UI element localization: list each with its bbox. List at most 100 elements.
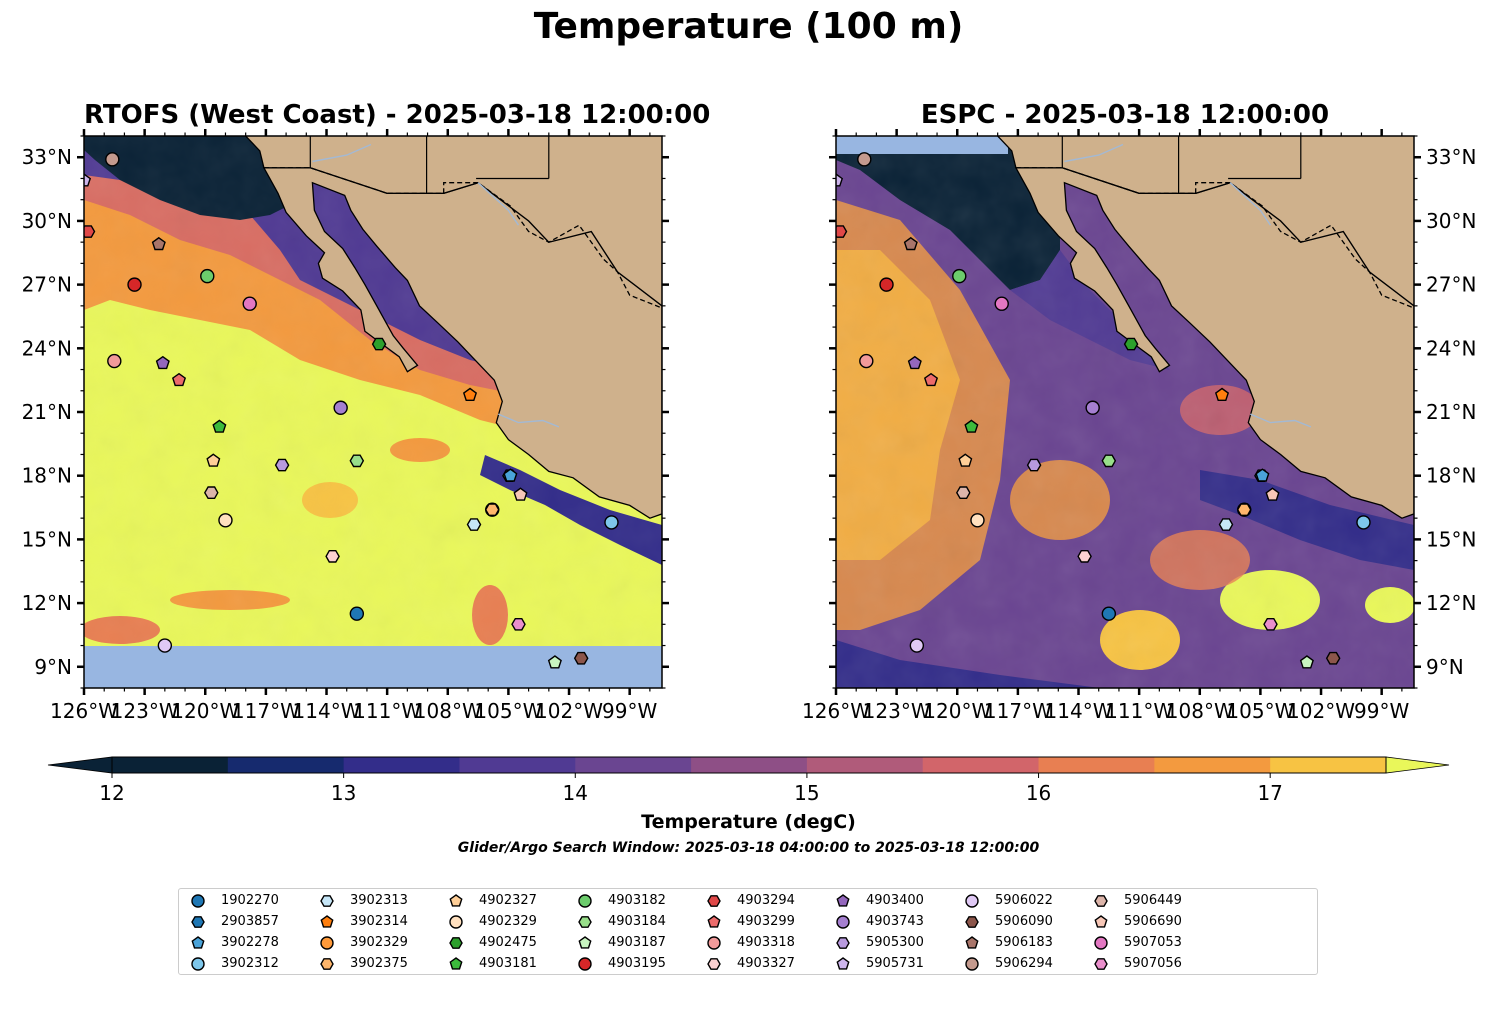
float-marker-4903400 — [907, 355, 922, 370]
legend-marker — [578, 916, 592, 928]
float-marker-4903743 — [1085, 400, 1100, 415]
legend-marker — [1094, 915, 1108, 928]
float-marker-3902278 — [503, 468, 518, 482]
lat-tick-label: 18°N — [1426, 464, 1476, 488]
legend-marker-icon — [965, 936, 979, 949]
lat-tick-label: 27°N — [1426, 273, 1476, 297]
legend-label: 4903327 — [737, 956, 795, 971]
legend-label: 4903182 — [608, 893, 666, 908]
colorbar-segment — [575, 757, 692, 773]
float-marker-5906449 — [955, 486, 971, 499]
float-marker-4903195 — [127, 277, 142, 292]
lon-tick-label: 111°W — [353, 699, 421, 723]
float-marker-5906690 — [1265, 487, 1280, 501]
legend-marker — [707, 895, 721, 907]
lat-tick-label: 9°N — [1426, 655, 1464, 679]
legend-marker — [707, 915, 721, 928]
float-marker-3902314 — [462, 387, 478, 401]
lon-tick-label: 114°W — [293, 699, 361, 723]
legend-label: 5906294 — [995, 956, 1053, 971]
legend-marker — [707, 936, 721, 950]
legend-marker-icon — [191, 957, 205, 971]
country-border — [1015, 167, 1414, 309]
legend-label: 5905300 — [866, 935, 924, 950]
colorbar-frame — [111, 756, 1387, 774]
legend-label: 3902278 — [221, 935, 279, 950]
legend-marker-icon — [836, 894, 850, 907]
colorbar-segment — [806, 757, 924, 773]
lat-tick-label: 33°N — [22, 145, 72, 169]
float-marker-4903184 — [1101, 454, 1117, 468]
float-marker-5906294 — [105, 152, 120, 167]
legend-marker — [320, 895, 334, 907]
legend-marker — [191, 894, 205, 908]
rtofs-ocean-mask — [84, 646, 662, 688]
legend-marker-icon — [449, 894, 463, 907]
legend-marker-icon — [191, 916, 205, 928]
float-marker-5907053 — [994, 296, 1009, 311]
float-marker-5907053 — [242, 296, 257, 311]
legend-label: 1902270 — [221, 893, 279, 908]
legend-marker — [191, 936, 205, 949]
colorbar-segment — [343, 757, 460, 773]
float-legend: 1902270 2903857 3902278 3902312 3902313 39023… — [178, 888, 1318, 975]
lon-tick-label: 123°W — [111, 699, 179, 723]
legend-label: 4903299 — [737, 914, 795, 929]
legend-label: 4903743 — [866, 914, 924, 929]
legend-marker-icon — [1094, 936, 1108, 950]
espc-ocean-mask — [836, 136, 1008, 154]
float-marker-1902270 — [349, 606, 365, 621]
lon-tick-label: 126°W — [50, 699, 118, 723]
lon-tick-label: 111°W — [1105, 699, 1173, 723]
float-marker-3902375 — [1236, 503, 1252, 516]
legend-marker — [707, 958, 721, 970]
river — [477, 182, 520, 226]
legend-label: 3902313 — [350, 893, 408, 908]
float-marker-3902375 — [484, 503, 500, 516]
float-marker-5906183 — [903, 236, 918, 251]
lat-tick-label: 21°N — [1426, 400, 1476, 424]
float-marker-4903400 — [155, 355, 170, 370]
legend-marker-icon — [191, 936, 205, 949]
float-marker-4903182 — [952, 268, 967, 284]
legend-marker-icon — [965, 957, 979, 971]
colorbar-segment — [227, 757, 345, 773]
legend-marker — [191, 916, 205, 928]
legend-label: 5906090 — [995, 914, 1053, 929]
legend-marker — [578, 936, 592, 949]
lon-tick-label: 99°W — [602, 699, 657, 723]
legend-marker — [965, 916, 979, 928]
river — [1229, 182, 1272, 226]
legend-marker — [1094, 958, 1108, 970]
lat-tick-label: 15°N — [1426, 527, 1476, 551]
float-marker-4903181 — [212, 419, 227, 433]
lon-tick-label: 114°W — [1045, 699, 1113, 723]
search-window-text: Glider/Argo Search Window: 2025-03-18 04… — [457, 840, 1040, 856]
float-marker-4903182 — [200, 268, 215, 284]
lon-tick-label: 99°W — [1354, 699, 1409, 723]
river — [1250, 413, 1312, 428]
lon-tick-label: 120°W — [923, 699, 991, 723]
colorbar-tick-label: 13 — [331, 781, 356, 805]
lon-tick-label: 126°W — [802, 699, 870, 723]
float-marker-4903187 — [547, 655, 562, 669]
float-marker-4903743 — [333, 400, 348, 415]
legend-marker-icon — [707, 936, 721, 950]
legend-marker — [578, 957, 592, 971]
colorbar-extend-low — [47, 756, 113, 774]
land — [244, 136, 662, 519]
panel-title-espc: ESPC - 2025-03-18 12:00:00 — [920, 100, 1330, 130]
legend-marker-icon — [449, 957, 463, 970]
lon-tick-label: 117°W — [984, 699, 1052, 723]
river — [312, 143, 372, 163]
float-marker-3902278 — [1255, 468, 1270, 482]
colorbar-tick-label: 14 — [563, 781, 588, 805]
legend-label: 5906690 — [1124, 914, 1182, 929]
float-marker-5906294 — [857, 152, 872, 167]
legend-label: 3902375 — [350, 956, 408, 971]
legend-marker-icon — [320, 915, 334, 928]
legend-marker — [191, 957, 205, 971]
float-marker-4902329 — [218, 513, 233, 528]
legend-label: 5906449 — [1124, 893, 1182, 908]
